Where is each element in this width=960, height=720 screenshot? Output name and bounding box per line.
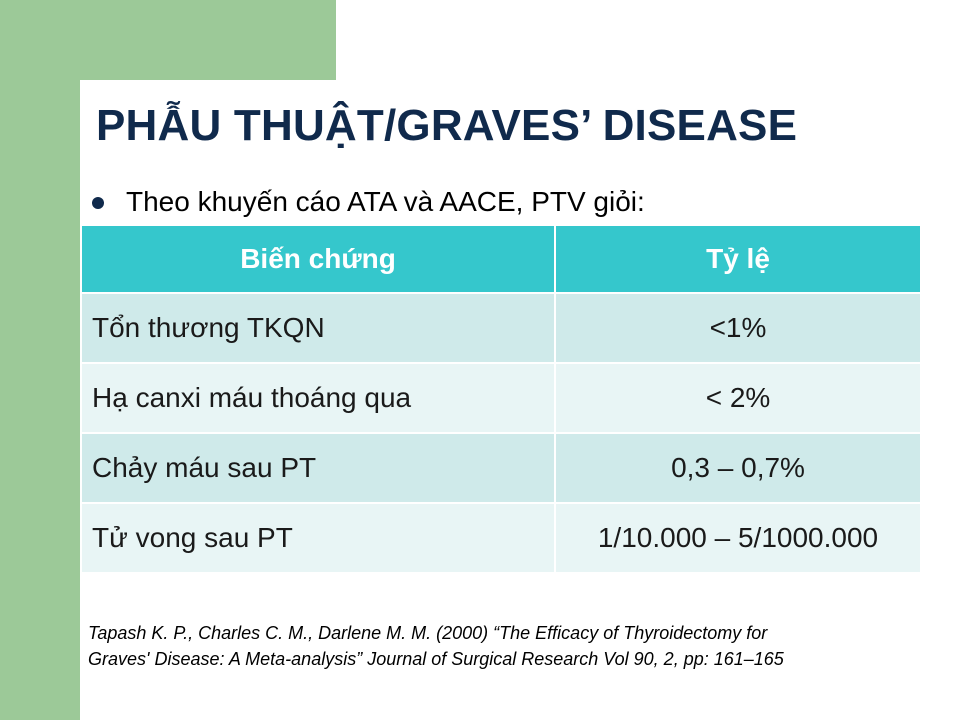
table-row: Chảy máu sau PT 0,3 – 0,7% (80, 432, 922, 504)
top-green-block (80, 0, 336, 80)
rate-cell: 0,3 – 0,7% (554, 432, 922, 504)
header-rate: Tỷ lệ (554, 224, 922, 294)
bullet-point: Theo khuyến cáo ATA và AACE, PTV giỏi: (92, 183, 645, 221)
table-row: Tử vong sau PT 1/10.000 – 5/1000.000 (80, 502, 922, 574)
table-row: Tổn thương TKQN <1% (80, 292, 922, 364)
table-row: Hạ canxi máu thoáng qua < 2% (80, 362, 922, 434)
left-green-bar (0, 0, 80, 720)
complication-cell: Hạ canxi máu thoáng qua (80, 362, 556, 434)
complication-cell: Tổn thương TKQN (80, 292, 556, 364)
header-complication: Biến chứng (80, 224, 556, 294)
slide-title: PHẪU THUẬT/GRAVES’ DISEASE (96, 101, 798, 150)
rate-cell: 1/10.000 – 5/1000.000 (554, 502, 922, 574)
reference-citation: Tapash K. P., Charles C. M., Darlene M. … (88, 620, 784, 672)
bullet-dot-icon (92, 197, 104, 209)
table-header-row: Biến chứng Tỷ lệ (80, 224, 922, 294)
rate-cell: <1% (554, 292, 922, 364)
rate-cell: < 2% (554, 362, 922, 434)
bullet-text: Theo khuyến cáo ATA và AACE, PTV giỏi: (126, 186, 645, 217)
reference-line-1: Tapash K. P., Charles C. M., Darlene M. … (88, 623, 768, 643)
complications-table: Biến chứng Tỷ lệ Tổn thương TKQN <1% Hạ … (80, 224, 922, 574)
reference-line-2: Graves' Disease: A Meta-analysis” Journa… (88, 649, 784, 669)
complication-cell: Chảy máu sau PT (80, 432, 556, 504)
complication-cell: Tử vong sau PT (80, 502, 556, 574)
